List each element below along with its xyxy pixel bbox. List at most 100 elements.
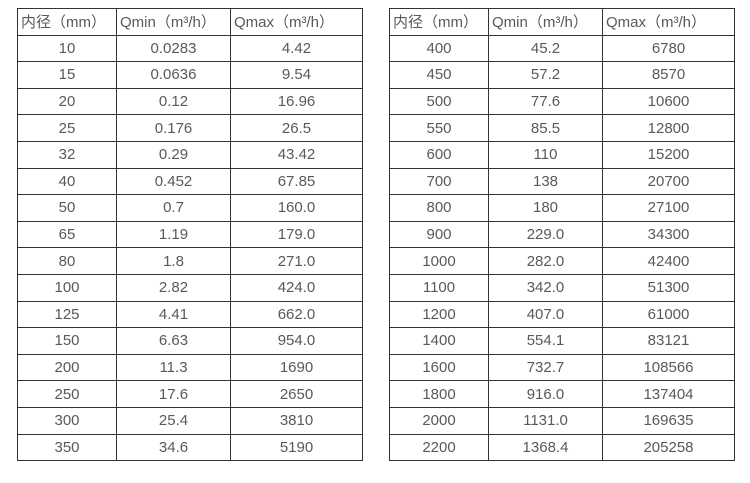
table-cell: 0.452 [116, 167, 231, 196]
table-row: 700 138 20700 [389, 167, 735, 196]
table-row: 450 57.2 8570 [389, 61, 735, 89]
table-cell: 15 [17, 61, 117, 89]
table-cell: 2.82 [116, 273, 231, 302]
table-row: 20 0.12 16.96 [17, 87, 363, 116]
table-cell: 450 [389, 61, 489, 89]
table-cell: 125 [17, 300, 117, 329]
table-row: 25 0.176 26.5 [17, 114, 363, 142]
column-header: Qmin（m³/h） [488, 8, 603, 36]
table-cell: 3810 [230, 406, 363, 435]
table-cell: 1690 [230, 353, 363, 382]
table-cell: 67.85 [230, 167, 363, 196]
table-cell: 180 [488, 194, 603, 222]
table-cell: 10600 [602, 87, 735, 116]
table-cell: 4.42 [230, 34, 363, 63]
table-row: 2000 1131.0 169635 [389, 406, 735, 435]
table-cell: 800 [389, 194, 489, 222]
table-cell: 229.0 [488, 220, 603, 249]
table-row: 600 110 15200 [389, 140, 735, 169]
table-row: 40 0.452 67.85 [17, 167, 363, 196]
column-header: Qmax（m³/h） [602, 8, 735, 36]
column-header: Qmax（m³/h） [230, 8, 363, 36]
table-cell: 4.41 [116, 300, 231, 329]
table-row: 500 77.6 10600 [389, 87, 735, 116]
table-cell: 100 [17, 273, 117, 302]
table-cell: 407.0 [488, 300, 603, 329]
table-cell: 11.3 [116, 353, 231, 382]
table-cell: 9.54 [230, 61, 363, 89]
column-header: 内径（mm） [389, 8, 489, 36]
table-row: 1200 407.0 61000 [389, 300, 735, 329]
table-row: 65 1.19 179.0 [17, 220, 363, 249]
table-cell: 342.0 [488, 273, 603, 302]
table-cell: 0.0636 [116, 61, 231, 89]
table-cell: 26.5 [230, 114, 363, 142]
table-row: 200 11.3 1690 [17, 353, 363, 382]
table-cell: 600 [389, 140, 489, 169]
table-cell: 20 [17, 87, 117, 116]
table-row: 250 17.6 2650 [17, 380, 363, 408]
header-row: 内径（mm） Qmin（m³/h） Qmax（m³/h） [17, 8, 363, 36]
table-cell: 65 [17, 220, 117, 249]
table-row: 350 34.6 5190 [17, 433, 363, 462]
table-cell: 2000 [389, 406, 489, 435]
table-cell: 12800 [602, 114, 735, 142]
table-row: 900 229.0 34300 [389, 220, 735, 249]
table-cell: 250 [17, 380, 117, 408]
table-cell: 27100 [602, 194, 735, 222]
table-cell: 5190 [230, 433, 363, 462]
table-cell: 25.4 [116, 406, 231, 435]
table-row: 1100 342.0 51300 [389, 273, 735, 302]
table-cell: 662.0 [230, 300, 363, 329]
table-cell: 282.0 [488, 247, 603, 275]
table-cell: 0.176 [116, 114, 231, 142]
table-cell: 1200 [389, 300, 489, 329]
table-row: 10 0.0283 4.42 [17, 34, 363, 63]
table-row: 1400 554.1 83121 [389, 327, 735, 355]
table-cell: 77.6 [488, 87, 603, 116]
table-row: 800 180 27100 [389, 194, 735, 222]
header-row: 内径（mm） Qmin（m³/h） Qmax（m³/h） [389, 8, 735, 36]
table-cell: 1.8 [116, 247, 231, 275]
table-cell: 732.7 [488, 353, 603, 382]
table-cell: 150 [17, 327, 117, 355]
table-cell: 700 [389, 167, 489, 196]
table-cell: 80 [17, 247, 117, 275]
table-cell: 108566 [602, 353, 735, 382]
table-cell: 17.6 [116, 380, 231, 408]
table-cell: 6.63 [116, 327, 231, 355]
column-header: Qmin（m³/h） [116, 8, 231, 36]
table-row: 550 85.5 12800 [389, 114, 735, 142]
table-cell: 42400 [602, 247, 735, 275]
table-cell: 34.6 [116, 433, 231, 462]
table-cell: 2650 [230, 380, 363, 408]
table-cell: 83121 [602, 327, 735, 355]
table-cell: 138 [488, 167, 603, 196]
table-cell: 16.96 [230, 87, 363, 116]
table-cell: 300 [17, 406, 117, 435]
table-cell: 500 [389, 87, 489, 116]
table-row: 150 6.63 954.0 [17, 327, 363, 355]
table-cell: 110 [488, 140, 603, 169]
table-cell: 25 [17, 114, 117, 142]
table-cell: 34300 [602, 220, 735, 249]
table-cell: 8570 [602, 61, 735, 89]
table-row: 1800 916.0 137404 [389, 380, 735, 408]
table-cell: 424.0 [230, 273, 363, 302]
table-cell: 0.0283 [116, 34, 231, 63]
table-cell: 40 [17, 167, 117, 196]
table-cell: 137404 [602, 380, 735, 408]
table-cell: 1100 [389, 273, 489, 302]
table-cell: 6780 [602, 34, 735, 63]
table-cell: 350 [17, 433, 117, 462]
table-row: 1600 732.7 108566 [389, 353, 735, 382]
table-row: 400 45.2 6780 [389, 34, 735, 63]
table-cell: 169635 [602, 406, 735, 435]
table-row: 80 1.8 271.0 [17, 247, 363, 275]
table-cell: 50 [17, 194, 117, 222]
table-cell: 916.0 [488, 380, 603, 408]
flow-rate-table-small-diameters: 内径（mm） Qmin（m³/h） Qmax（m³/h） 10 0.0283 4.42 1… [17, 8, 363, 462]
table-row: 15 0.0636 9.54 [17, 61, 363, 89]
table-row: 125 4.41 662.0 [17, 300, 363, 329]
table-cell: 61000 [602, 300, 735, 329]
